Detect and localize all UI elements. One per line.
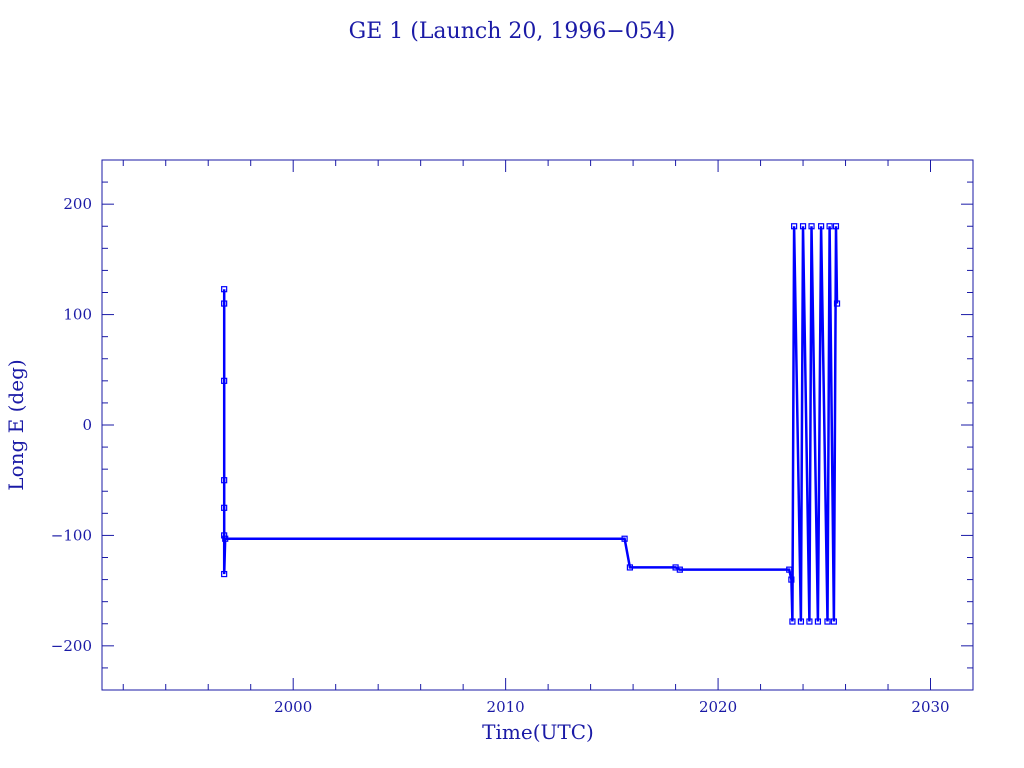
- y-tick-label: −100: [51, 526, 92, 544]
- axis-tick-labels: 2000 2010 2020 2030 200 100 0 −100 −200: [51, 195, 950, 716]
- data-point: [791, 223, 798, 230]
- data-point: [786, 566, 793, 573]
- x-axis-label: Time(UTC): [482, 720, 594, 744]
- series-line: [222, 226, 839, 622]
- x-tick-label: 2000: [274, 698, 312, 716]
- data-point: [799, 223, 807, 230]
- data-point: [221, 477, 228, 484]
- plot-frame: [101, 159, 974, 691]
- chart-title: GE 1 (Launch 20, 1996−054): [349, 19, 676, 44]
- y-tick-label: 200: [63, 195, 92, 213]
- y-tick-label: 100: [63, 306, 92, 324]
- data-point: [221, 570, 228, 578]
- data-point: [221, 504, 228, 511]
- data-point: [818, 223, 825, 230]
- data-point: [826, 223, 833, 230]
- data-point: [797, 618, 805, 625]
- y-tick-label: −200: [51, 637, 92, 655]
- y-tick-label: 0: [82, 416, 92, 434]
- x-tick-label: 2020: [699, 698, 737, 716]
- series-group: [221, 223, 841, 625]
- data-point: [621, 535, 628, 542]
- axis-ticks: [102, 159, 973, 691]
- data-point: [808, 223, 815, 230]
- data-point: [814, 618, 822, 625]
- data-point: [806, 618, 813, 625]
- x-tick-label: 2030: [911, 698, 949, 716]
- data-point: [833, 300, 841, 307]
- y-axis-label: Long E (deg): [4, 359, 28, 490]
- data-point: [832, 223, 840, 230]
- data-point: [221, 377, 228, 384]
- data-point: [626, 564, 634, 571]
- data-point: [221, 300, 228, 307]
- data-point: [830, 618, 837, 625]
- data-point: [221, 532, 228, 539]
- x-tick-label: 2010: [487, 698, 525, 716]
- data-point: [824, 618, 831, 625]
- data-point: [221, 286, 228, 293]
- data-point: [789, 618, 796, 625]
- data-point: [788, 576, 795, 583]
- data-point: [676, 566, 683, 573]
- data-point: [222, 535, 229, 542]
